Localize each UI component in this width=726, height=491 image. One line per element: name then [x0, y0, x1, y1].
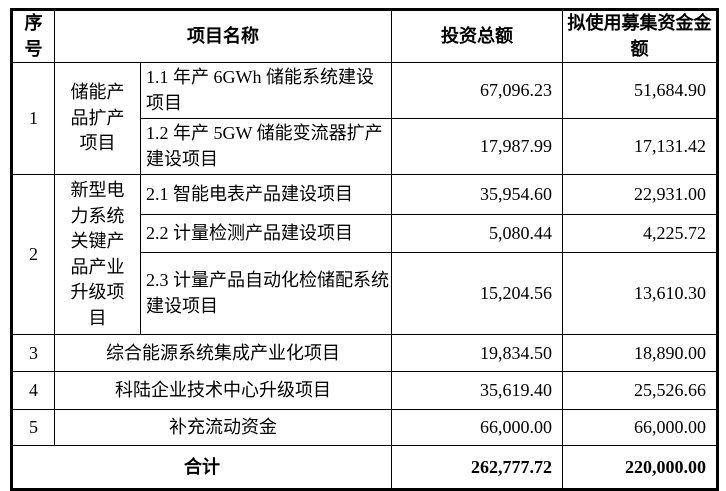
project-name-cell: 2.3 计量产品自动化检储配系统建设项目 — [140, 252, 392, 336]
category-cell-1: 储能产品扩产项目 — [54, 62, 141, 176]
serial-cell-4: 4 — [11, 371, 55, 411]
header-serial-number: 序号 — [11, 8, 55, 64]
category-cell-2: 新型电力系统关键产品产业升级项目 — [54, 174, 141, 336]
serial-cell-2: 2 — [11, 174, 55, 336]
table-row-2-1: 2 新型电力系统关键产品产业升级项目 2.1 智能电表产品建设项目 35,954… — [11, 174, 718, 336]
raised-funds-cell: 4,225.72 — [562, 214, 718, 254]
raised-funds-cell: 25,526.66 — [562, 371, 718, 411]
serial-cell-5: 5 — [11, 409, 55, 447]
table-row-1-2: 1.2 年产 5GW 储能变流器扩产建设项目 17,987.99 17,131.… — [12, 118, 718, 176]
project-name-cell: 综合能源系统集成产业化项目 — [54, 334, 392, 373]
fundraising-projects-table: 序号 项目名称 投资总额 拟使用募集资金金额 1 储能产品扩产项目 1.1 年产… — [10, 8, 719, 491]
investment-cell: 67,096.23 — [391, 62, 563, 120]
raised-funds-cell: 18,890.00 — [562, 334, 718, 373]
header-raised-funds: 拟使用募集资金金额 — [562, 8, 718, 64]
project-name-cell: 科陆企业技术中心升级项目 — [54, 371, 392, 411]
raised-funds-cell: 22,931.00 — [562, 174, 718, 216]
raised-funds-cell: 51,684.90 — [562, 62, 718, 120]
investment-cell: 19,834.50 — [391, 334, 563, 373]
serial-cell-1: 1 — [11, 62, 55, 176]
project-name-cell: 补充流动资金 — [54, 409, 392, 447]
table-row-4: 4 科陆企业技术中心升级项目 35,619.40 25,526.66 — [11, 371, 718, 411]
investment-cell: 35,954.60 — [391, 174, 563, 216]
table-row-5: 5 补充流动资金 66,000.00 66,000.00 — [11, 409, 718, 447]
table-row-1-1: 1 储能产品扩产项目 1.1 年产 6GWh 储能系统建设项目 67,096.2… — [11, 62, 718, 176]
investment-cell: 15,204.56 — [391, 252, 563, 336]
raised-funds-cell: 13,610.30 — [562, 252, 718, 336]
project-name-cell: 1.1 年产 6GWh 储能系统建设项目 — [140, 62, 392, 120]
raised-funds-cell: 66,000.00 — [562, 409, 718, 447]
table-row-2-3: 2.3 计量产品自动化检储配系统建设项目 15,204.56 13,610.30 — [12, 252, 718, 336]
project-name-cell: 1.2 年产 5GW 储能变流器扩产建设项目 — [140, 118, 392, 176]
serial-cell-3: 3 — [11, 334, 55, 373]
project-name-cell: 2.1 智能电表产品建设项目 — [140, 174, 392, 216]
table-row-3: 3 综合能源系统集成产业化项目 19,834.50 18,890.00 — [11, 334, 718, 373]
total-investment-cell: 262,777.72 — [391, 445, 563, 491]
investment-cell: 66,000.00 — [391, 409, 563, 447]
total-raised-funds-cell: 220,000.00 — [562, 445, 718, 491]
investment-cell: 5,080.44 — [391, 214, 563, 254]
project-name-cell: 2.2 计量检测产品建设项目 — [140, 214, 392, 254]
total-label-cell: 合计 — [11, 445, 392, 491]
header-project-name: 项目名称 — [54, 8, 392, 64]
table-row-2-2: 2.2 计量检测产品建设项目 5,080.44 4,225.72 — [12, 214, 718, 254]
investment-cell: 35,619.40 — [391, 371, 563, 411]
investment-cell: 17,987.99 — [391, 118, 563, 176]
total-row: 合计 262,777.72 220,000.00 — [11, 445, 718, 491]
header-total-investment: 投资总额 — [391, 8, 563, 64]
raised-funds-cell: 17,131.42 — [562, 118, 718, 176]
header-row: 序号 项目名称 投资总额 拟使用募集资金金额 — [11, 8, 718, 64]
